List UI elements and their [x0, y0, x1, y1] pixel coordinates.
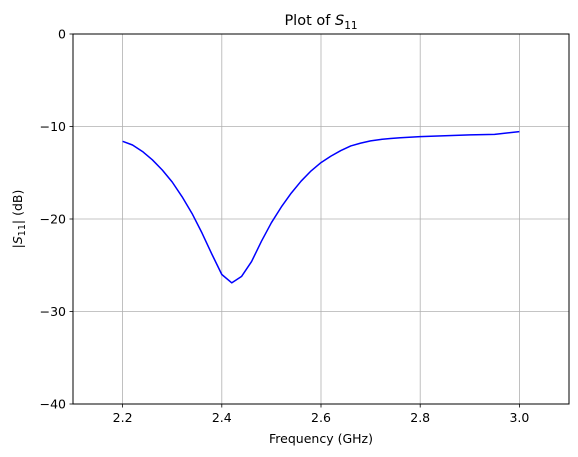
ylabel-subscript: 11	[17, 224, 28, 236]
y-tick-label: −20	[40, 212, 66, 227]
y-axis-label: |S11| (dB)	[10, 190, 28, 249]
x-axis: 2.2 2.4 2.6 2.8 3.0	[113, 404, 529, 425]
ylabel-prefix: |	[10, 244, 25, 248]
x-axis-label: Frequency (GHz)	[269, 431, 373, 446]
y-tick-label: −10	[40, 119, 66, 134]
y-axis: −40 −30 −20 −10 0	[40, 27, 73, 412]
title-subscript: 11	[344, 20, 357, 32]
ylabel-symbol: S	[10, 236, 25, 244]
x-tick-label: 2.4	[212, 410, 232, 425]
x-tick-label: 3.0	[509, 410, 529, 425]
series-line	[122, 130, 520, 284]
series-layer	[122, 130, 520, 284]
title-symbol: S	[335, 13, 344, 29]
title-prefix: Plot of	[284, 13, 335, 29]
y-tick-label: −40	[40, 397, 66, 412]
y-tick-label: −30	[40, 304, 66, 319]
y-tick-label: 0	[58, 27, 66, 42]
chart-title: Plot of S11	[284, 13, 357, 32]
x-tick-label: 2.2	[113, 410, 133, 425]
x-tick-label: 2.8	[410, 410, 430, 425]
x-tick-label: 2.6	[311, 410, 331, 425]
ylabel-suffix: | (dB)	[10, 190, 25, 224]
